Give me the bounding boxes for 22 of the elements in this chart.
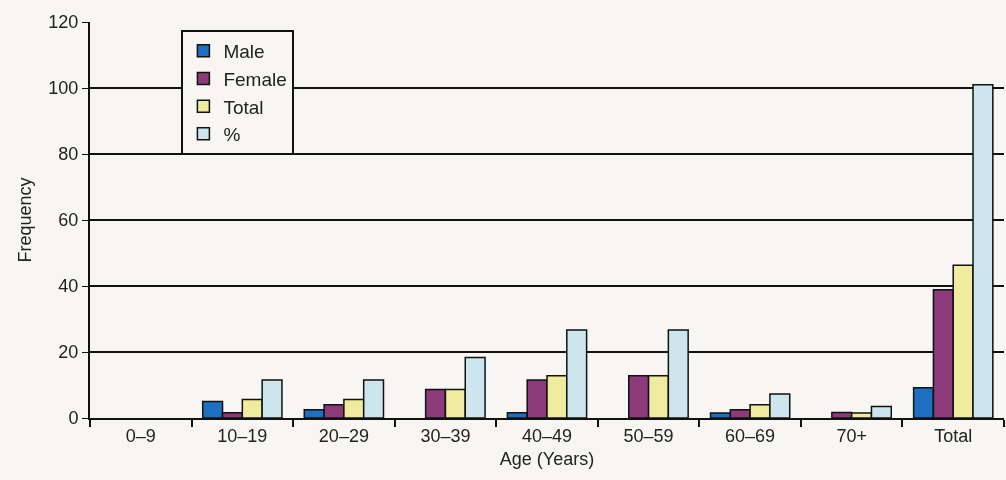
y-tick-label: 100	[48, 78, 79, 99]
y-tick-label: 20	[58, 342, 79, 363]
x-tick-label: 20–29	[318, 425, 369, 446]
x-tick-label: 60–69	[725, 425, 776, 446]
x-tick-label: 30–39	[420, 425, 471, 446]
y-axis-title: Frequency	[15, 177, 36, 263]
y-tick-label: 80	[58, 144, 79, 165]
y-tick-label: 0	[68, 408, 79, 429]
x-tick-label: 40–49	[521, 425, 573, 446]
y-tick-label: 40	[58, 276, 79, 297]
x-tick-label: 10–19	[217, 425, 268, 446]
legend-label: Total	[223, 96, 264, 118]
legend-label: Female	[223, 68, 287, 90]
y-tick-label: 60	[58, 210, 79, 231]
legend-label: Male	[223, 41, 265, 63]
x-axis-title: Age (Years)	[499, 449, 595, 470]
y-tick-label: 120	[48, 12, 79, 33]
x-tick-label: 70+	[836, 425, 867, 446]
x-tick-label: Total	[934, 425, 973, 446]
legend-label: %	[223, 124, 241, 146]
x-tick-label: 50–59	[623, 425, 674, 446]
x-tick-label: 0–9	[125, 425, 156, 446]
